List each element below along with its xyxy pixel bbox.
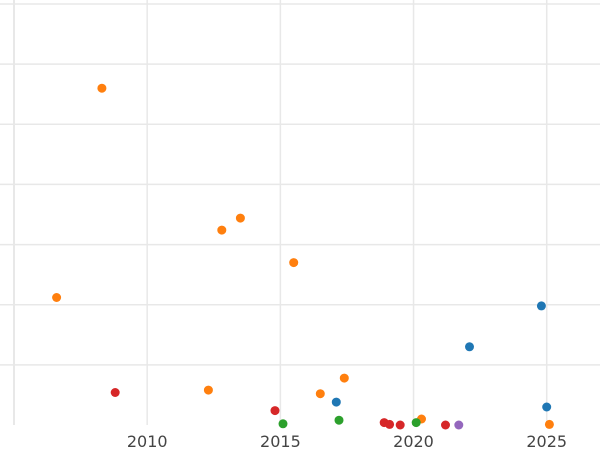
data-point-orange (97, 83, 107, 93)
data-point-red (441, 420, 450, 430)
x-tick-label: 2025 (526, 432, 567, 450)
data-point-red (385, 419, 395, 429)
data-point-orange (289, 258, 299, 268)
data-point-orange (339, 373, 349, 383)
data-point-orange (217, 225, 227, 235)
data-point-green (411, 418, 421, 428)
data-point-green (334, 415, 344, 425)
x-tick-label: 2010 (127, 432, 168, 450)
data-point-orange (235, 213, 245, 223)
data-point-green (278, 419, 288, 429)
data-point-blue (331, 397, 341, 407)
data-point-blue (465, 342, 474, 352)
x-axis-ticks: 2010 2015 2020 2025 (127, 432, 567, 450)
data-point-orange (315, 389, 325, 399)
data-point-orange (544, 419, 554, 429)
data-point-blue (542, 402, 552, 412)
data-point-red (110, 388, 120, 397)
data-point-red (270, 406, 280, 416)
grid-layer (0, 0, 600, 425)
data-point-blue (536, 301, 546, 311)
data-point-orange (203, 385, 213, 395)
data-point-orange (52, 293, 62, 302)
x-tick-label: 2020 (393, 432, 434, 450)
data-point-purple (454, 420, 464, 430)
x-tick-label: 2015 (260, 432, 301, 450)
points-layer (52, 83, 554, 430)
data-point-red (395, 420, 405, 430)
